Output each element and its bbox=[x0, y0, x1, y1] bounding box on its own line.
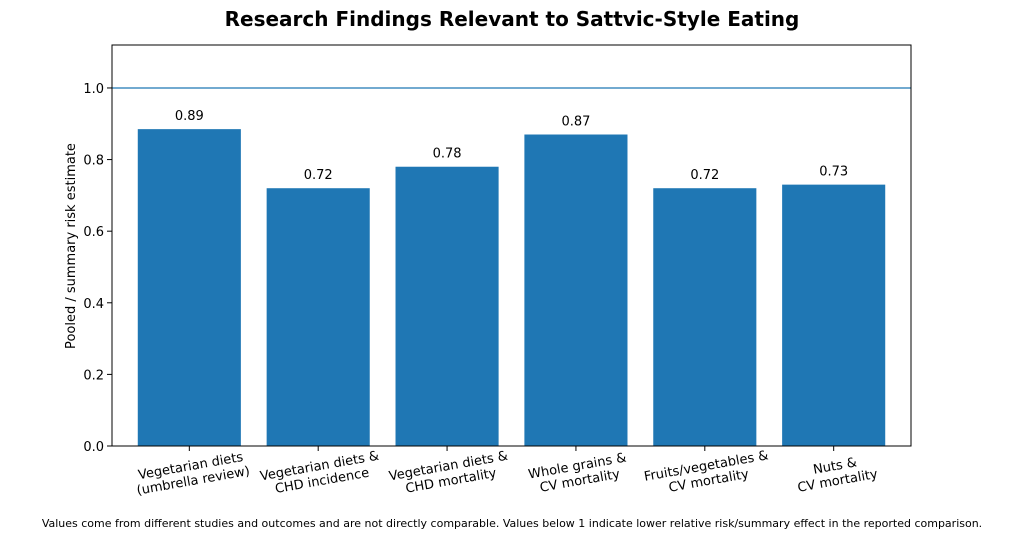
plot-frame bbox=[111, 44, 912, 447]
bar bbox=[266, 188, 370, 446]
chart-title: Research Findings Relevant to Sattvic-St… bbox=[225, 7, 800, 31]
y-tick-label: 0.0 bbox=[83, 440, 104, 455]
plot-area: 0.89 Vegetarian diets(umbrella review) 0.7… bbox=[83, 44, 912, 499]
y-tick-label: 0.4 bbox=[83, 297, 104, 312]
y-tick-label: 0.2 bbox=[83, 368, 104, 383]
bar bbox=[395, 166, 499, 446]
y-tick-label: 0.8 bbox=[83, 154, 104, 169]
bar bbox=[782, 184, 886, 447]
data-label: 0.72 bbox=[304, 168, 333, 183]
bar bbox=[653, 188, 757, 446]
data-label: 0.72 bbox=[690, 168, 719, 183]
x-tick-label: Whole grains &CV mortality bbox=[527, 451, 630, 498]
data-label: 0.87 bbox=[561, 115, 590, 130]
y-axis-label: Pooled / summary risk estimate bbox=[64, 143, 79, 349]
x-tick-label: Fruits/vegetables &CV mortality bbox=[643, 448, 772, 499]
y-tick-label: 1.0 bbox=[83, 82, 104, 97]
data-label: 0.73 bbox=[819, 165, 848, 180]
data-label: 0.78 bbox=[433, 147, 462, 162]
x-tick-label: Vegetarian diets(umbrella review) bbox=[133, 449, 251, 498]
bar bbox=[137, 129, 241, 446]
data-label: 0.89 bbox=[175, 109, 204, 124]
bar bbox=[524, 134, 628, 447]
x-tick-label: Nuts &CV mortality bbox=[794, 452, 879, 496]
x-tick-label: Vegetarian diets &CHD incidence bbox=[259, 449, 383, 499]
footnote: Values come from different studies and o… bbox=[42, 517, 982, 530]
y-tick-label: 0.6 bbox=[83, 225, 104, 240]
x-tick-label: Vegetarian diets &CHD mortality bbox=[388, 449, 512, 499]
